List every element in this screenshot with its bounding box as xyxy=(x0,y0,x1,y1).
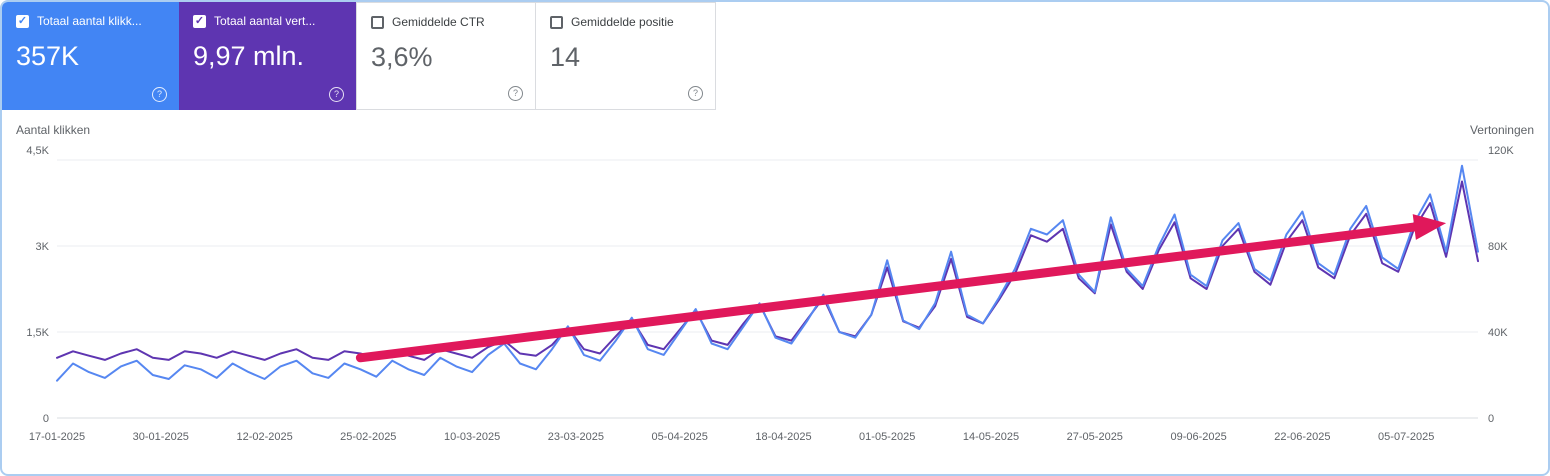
card-total-clicks[interactable]: ✓ Totaal aantal klikk... 357K ? xyxy=(2,2,179,110)
svg-text:10-03-2025: 10-03-2025 xyxy=(444,431,500,443)
card-average-position-label: Gemiddelde positie xyxy=(571,15,674,29)
card-average-ctr-label: Gemiddelde CTR xyxy=(392,15,485,29)
performance-chart: 0 0 1,5K 40K 3K 80K 4,5K 120K Aantal klikken Vert… xyxy=(2,120,1548,472)
svg-text:14-05-2025: 14-05-2025 xyxy=(963,431,1019,443)
svg-text:12-02-2025: 12-02-2025 xyxy=(236,431,292,443)
check-icon: ✓ xyxy=(194,14,205,27)
checkbox-unchecked-icon[interactable] xyxy=(550,15,563,29)
svg-text:Vertoningen: Vertoningen xyxy=(1470,123,1534,137)
help-icon[interactable]: ? xyxy=(688,86,703,101)
card-average-position[interactable]: Gemiddelde positie 14 ? xyxy=(536,2,716,110)
card-total-impressions[interactable]: ✓ Totaal aantal vert... 9,97 mln. ? xyxy=(179,2,356,110)
card-average-ctr[interactable]: Gemiddelde CTR 3,6% ? xyxy=(356,2,536,110)
checkbox-checked-icon[interactable]: ✓ xyxy=(16,14,29,28)
svg-text:17-01-2025: 17-01-2025 xyxy=(29,431,85,443)
checkbox-checked-icon[interactable]: ✓ xyxy=(193,14,206,28)
checkbox-unchecked-icon[interactable] xyxy=(371,15,384,29)
svg-text:40K: 40K xyxy=(1488,327,1508,339)
svg-text:09-06-2025: 09-06-2025 xyxy=(1170,431,1226,443)
card-total-clicks-value: 357K xyxy=(16,41,80,71)
check-icon: ✓ xyxy=(17,14,28,27)
svg-text:4,5K: 4,5K xyxy=(26,145,49,157)
clicks-impressions-line-chart: 0 0 1,5K 40K 3K 80K 4,5K 120K Aantal klikken Vert… xyxy=(16,123,1534,443)
svg-text:23-03-2025: 23-03-2025 xyxy=(548,431,604,443)
card-average-ctr-value: 3,6% xyxy=(371,42,433,72)
svg-text:Aantal klikken: Aantal klikken xyxy=(16,123,90,137)
svg-text:25-02-2025: 25-02-2025 xyxy=(340,431,396,443)
metric-cards: ✓ Totaal aantal klikk... 357K ? ✓ Totaal… xyxy=(2,2,1548,110)
svg-text:0: 0 xyxy=(43,413,49,425)
card-average-position-value: 14 xyxy=(550,42,581,72)
help-icon[interactable]: ? xyxy=(508,86,523,101)
svg-text:18-04-2025: 18-04-2025 xyxy=(755,431,811,443)
svg-text:3K: 3K xyxy=(36,241,50,253)
svg-text:05-04-2025: 05-04-2025 xyxy=(652,431,708,443)
svg-text:22-06-2025: 22-06-2025 xyxy=(1274,431,1330,443)
help-icon[interactable]: ? xyxy=(152,87,167,102)
svg-text:1,5K: 1,5K xyxy=(26,327,49,339)
svg-text:80K: 80K xyxy=(1488,241,1508,253)
card-total-impressions-label: Totaal aantal vert... xyxy=(214,14,316,28)
svg-text:27-05-2025: 27-05-2025 xyxy=(1067,431,1123,443)
help-icon[interactable]: ? xyxy=(329,87,344,102)
card-total-clicks-label: Totaal aantal klikk... xyxy=(37,14,142,28)
svg-text:120K: 120K xyxy=(1488,145,1514,157)
svg-text:30-01-2025: 30-01-2025 xyxy=(133,431,189,443)
card-total-impressions-value: 9,97 mln. xyxy=(193,41,305,71)
svg-text:0: 0 xyxy=(1488,413,1494,425)
svg-text:05-07-2025: 05-07-2025 xyxy=(1378,431,1434,443)
svg-text:01-05-2025: 01-05-2025 xyxy=(859,431,915,443)
